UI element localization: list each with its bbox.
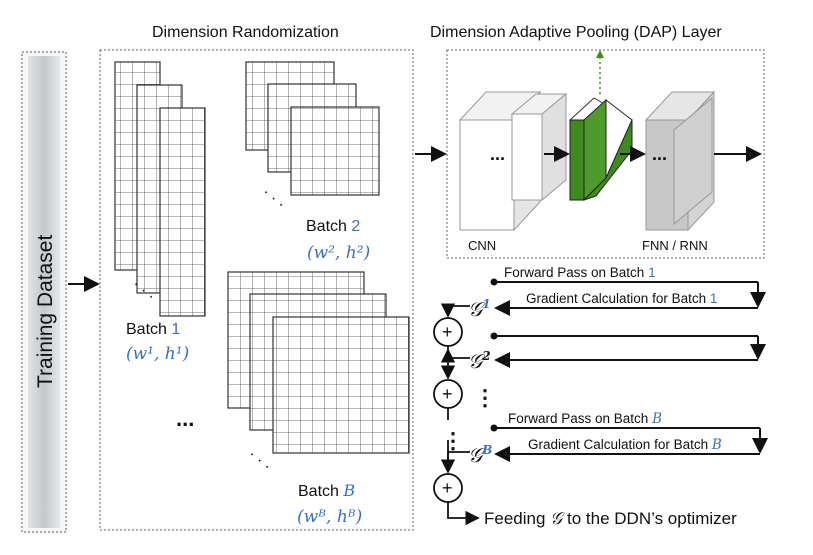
fnn-dots: ... [652,144,667,164]
dap-output-arrowhead [596,50,604,58]
training-dataset-panel: Training Dataset [21,51,67,533]
forward-pass-b-text: Forward Pass on Batch B [508,411,662,427]
plus-b: + [442,478,453,498]
plus-1: + [442,322,453,342]
fnn-blocks [644,90,716,232]
dap-pooling-block [569,97,633,202]
randomization-title: Dimension Randomization [152,24,339,41]
cnn-blocks [458,90,568,232]
batch-2-stack: · · · [245,61,380,213]
batch-b-ellipsis: · · · [245,446,275,475]
batch-1-dims: (w¹, h¹) [126,344,189,364]
batch-b-stack: · · · [227,271,410,475]
fnn-label: FNN / RNN [642,238,708,253]
randomization-panel [99,49,414,531]
batch-1-stack: · · · [114,61,206,317]
vdots-right: ⋮ [474,385,496,410]
forward-pass-1-text: Forward Pass on Batch 1 [504,265,656,280]
batch-2-label: Batch 2 [306,218,360,235]
gradient-calc-1-text: Gradient Calculation for Batch 1 [526,291,717,306]
training-dataset-label: Training Dataset [34,235,57,388]
batch-ellipsis: ... [176,406,194,431]
gb-symbol: 𝒢B [468,443,492,467]
batch-b-label: Batch B [298,481,355,500]
g1-symbol: 𝒢1 [468,297,491,321]
batch-1-label: Batch 1 [126,321,180,338]
feeding-text: Feeding 𝒢 to the DDN’s optimizer [484,509,737,529]
dap-panel [446,49,765,259]
batch-2-ellipsis: · · · [259,184,289,213]
training-loop [433,278,768,526]
batch-2-dims: (w², h²) [307,243,370,263]
batch-b-dims: (wᴮ, hᴮ) [297,507,362,527]
dap-title: Dimension Adaptive Pooling (DAP) Layer [430,24,722,41]
cnn-label: CNN [468,238,496,253]
cnn-dots: ... [490,144,505,164]
vdots-left: ⋮ [442,428,464,453]
plus-2: + [442,384,453,404]
gradient-calc-b-text: Gradient Calculation for Batch B [528,437,722,453]
g2-symbol: 𝒢2 [468,349,491,373]
